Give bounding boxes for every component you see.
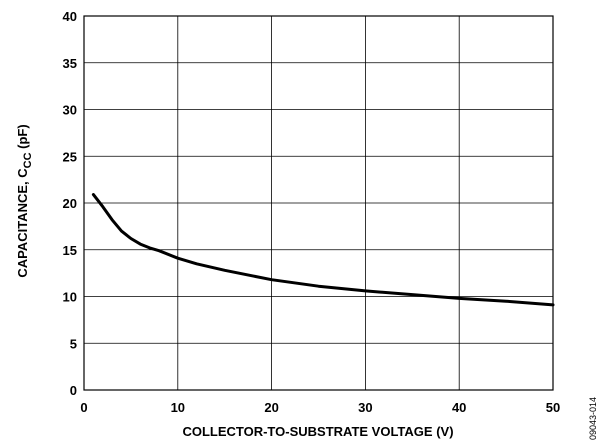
x-tick-label-0: 0 <box>80 400 87 415</box>
figure-id: 09043-014 <box>588 397 598 440</box>
x-tick-label-3: 30 <box>358 400 372 415</box>
y-tick-label-8: 40 <box>63 9 77 24</box>
y-axis-label-subscript: CC <box>22 152 34 168</box>
y-tick-label-1: 5 <box>70 336 77 351</box>
capacitance-curve-0 <box>91 193 555 307</box>
y-axis-label-unit: (pF) <box>15 124 30 152</box>
x-tick-labels: 0 10 20 30 40 50 <box>80 400 560 415</box>
grid-lines <box>84 16 553 390</box>
y-tick-label-7: 35 <box>63 56 77 71</box>
data-series <box>91 193 555 307</box>
y-tick-label-5: 25 <box>63 149 77 164</box>
y-tick-label-4: 20 <box>63 196 77 211</box>
x-tick-label-4: 40 <box>452 400 466 415</box>
y-axis-label-main: CAPACITANCE, C <box>15 168 30 278</box>
x-axis-label: COLLECTOR-TO-SUBSTRATE VOLTAGE (V) <box>182 424 453 439</box>
y-tick-label-6: 30 <box>63 103 77 118</box>
x-tick-label-5: 50 <box>546 400 560 415</box>
y-tick-label-2: 10 <box>63 290 77 305</box>
y-tick-label-3: 15 <box>63 243 77 258</box>
y-tick-label-0: 0 <box>70 383 77 398</box>
x-tick-label-2: 20 <box>264 400 278 415</box>
y-axis-label: CAPACITANCE, CCC (pF) <box>15 124 34 277</box>
y-tick-labels: 0 5 10 15 20 25 30 35 40 <box>63 9 77 398</box>
plot-frame <box>83 15 554 391</box>
x-tick-label-1: 10 <box>171 400 185 415</box>
